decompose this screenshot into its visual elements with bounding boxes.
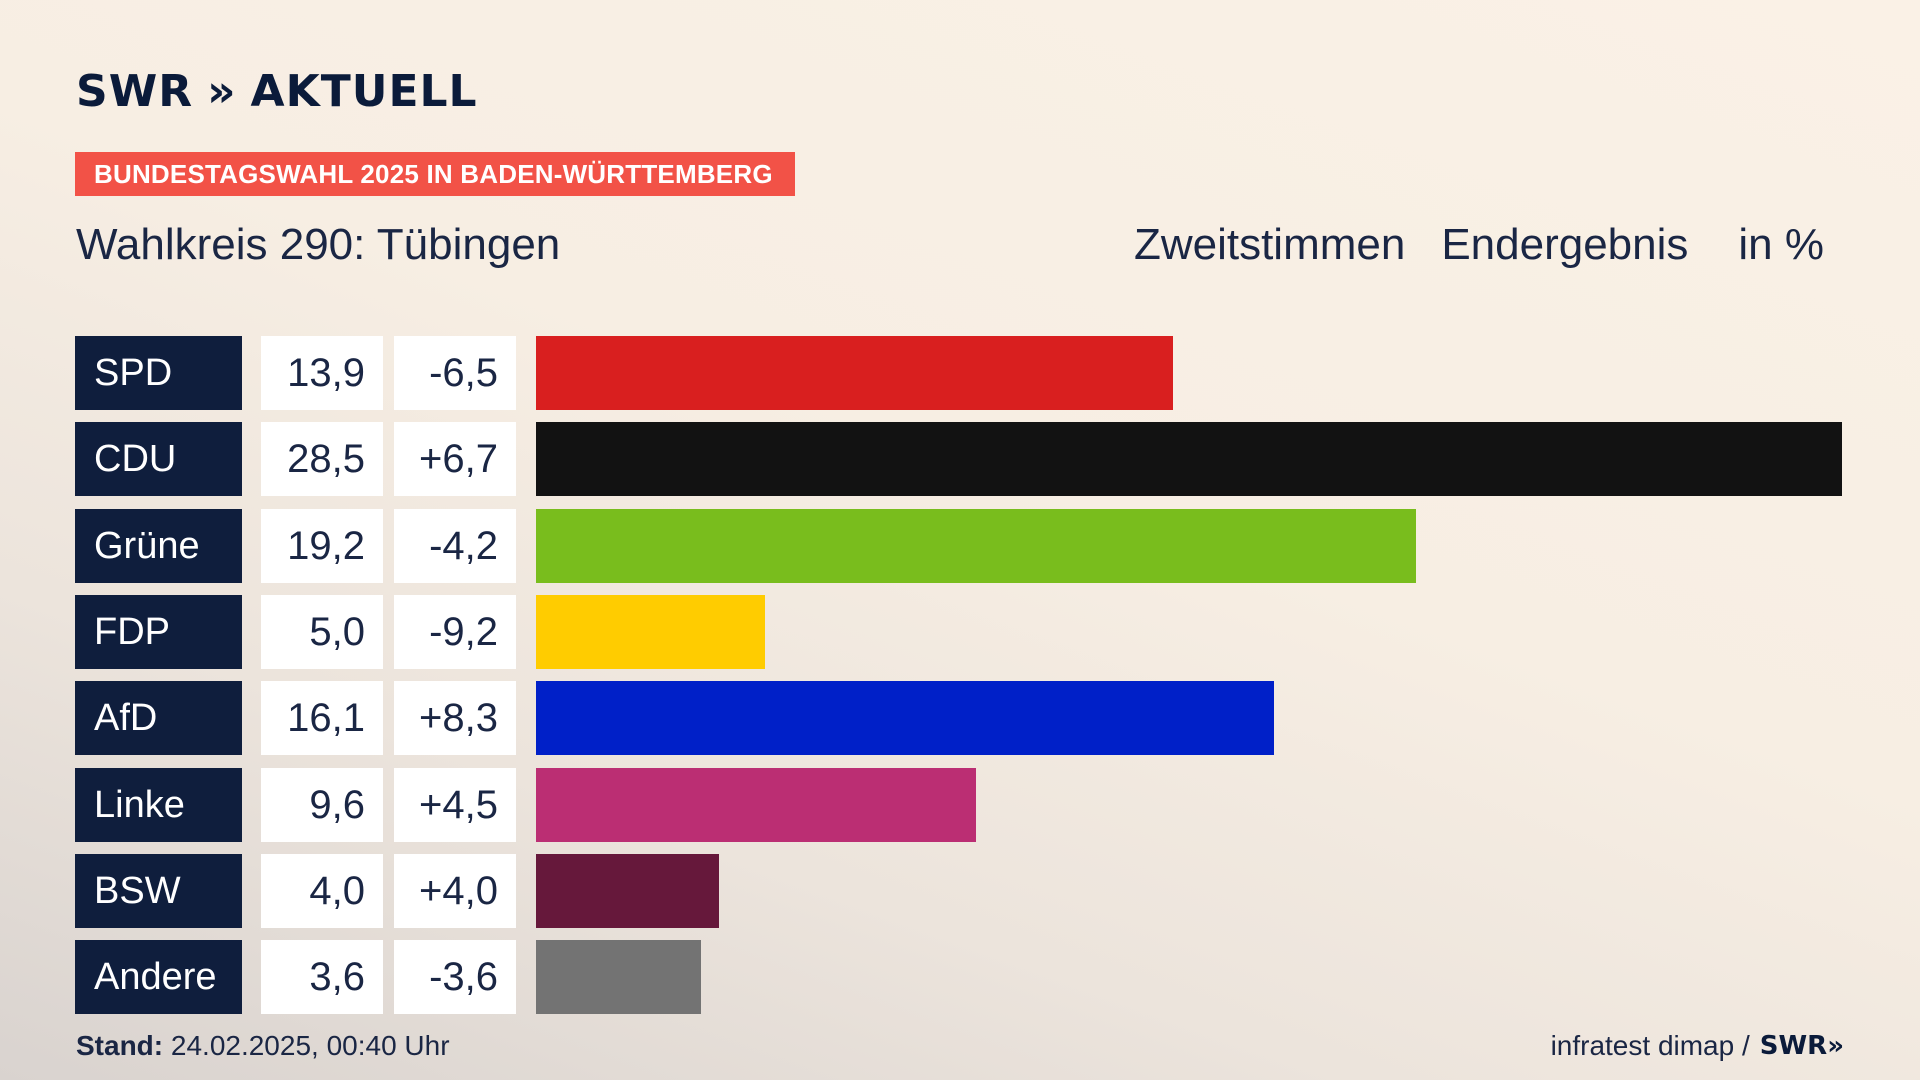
bar [536,594,766,669]
swr-brand-mark: SWR» [1759,1031,1844,1061]
party-label: Andere [75,940,242,1015]
election-banner: BUNDESTAGSWAHL 2025 IN BADEN-WÜRTTEMBERG [75,152,795,196]
timestamp-label: Stand: [76,1030,164,1061]
source-credit: infratest dimap / SWR» [1551,1030,1844,1062]
logo-swr: SWR [76,65,194,117]
bar [536,853,720,928]
difference-label: +8,3 [394,681,516,756]
vote-share-label: 19,2 [261,508,383,583]
vote-share-label: 3,6 [261,940,383,1015]
bar [536,422,1842,497]
timestamp-value: 24.02.2025, 00:40 Uhr [170,1030,450,1061]
meta-vote-type: Zweitstimmen [1133,220,1406,269]
vote-share-label: 4,0 [261,853,383,928]
difference-label: +4,5 [394,767,516,842]
party-label: AfD [75,681,242,756]
difference-label: -3,6 [394,940,516,1015]
meta-result-status: Endergebnis [1441,220,1689,269]
vote-share-label: 5,0 [261,594,383,669]
double-chevron-icon: » [207,65,237,117]
bar [536,767,976,842]
party-label: FDP [75,594,242,669]
logo-aktuell: AKTUELL [250,65,478,117]
bar [536,940,701,1015]
bar [536,508,1416,583]
source-text: infratest dimap / [1550,1030,1750,1061]
party-label: BSW [75,853,242,928]
difference-label: -4,2 [394,508,516,583]
vote-share-label: 9,6 [261,767,383,842]
vote-share-label: 28,5 [261,422,383,497]
party-label: CDU [75,422,242,497]
difference-label: +4,0 [394,853,516,928]
vote-share-label: 16,1 [261,681,383,756]
difference-label: +6,7 [394,422,516,497]
bar [536,336,1173,410]
meta-unit: in % [1738,220,1824,269]
party-label: Grüne [75,508,242,583]
bar [536,681,1274,756]
party-label: Linke [75,767,242,842]
difference-label: -6,5 [394,336,516,410]
vote-share-label: 13,9 [261,336,383,410]
constituency-title: Wahlkreis 290: Tübingen [76,220,561,269]
result-meta: Zweitstimmen Endergebnis in % [1134,220,1824,270]
swr-aktuell-logo: SWR » AKTUELL [76,65,478,117]
difference-label: -9,2 [394,594,516,669]
party-label: SPD [75,336,242,410]
timestamp: Stand: 24.02.2025, 00:40 Uhr [76,1030,450,1062]
